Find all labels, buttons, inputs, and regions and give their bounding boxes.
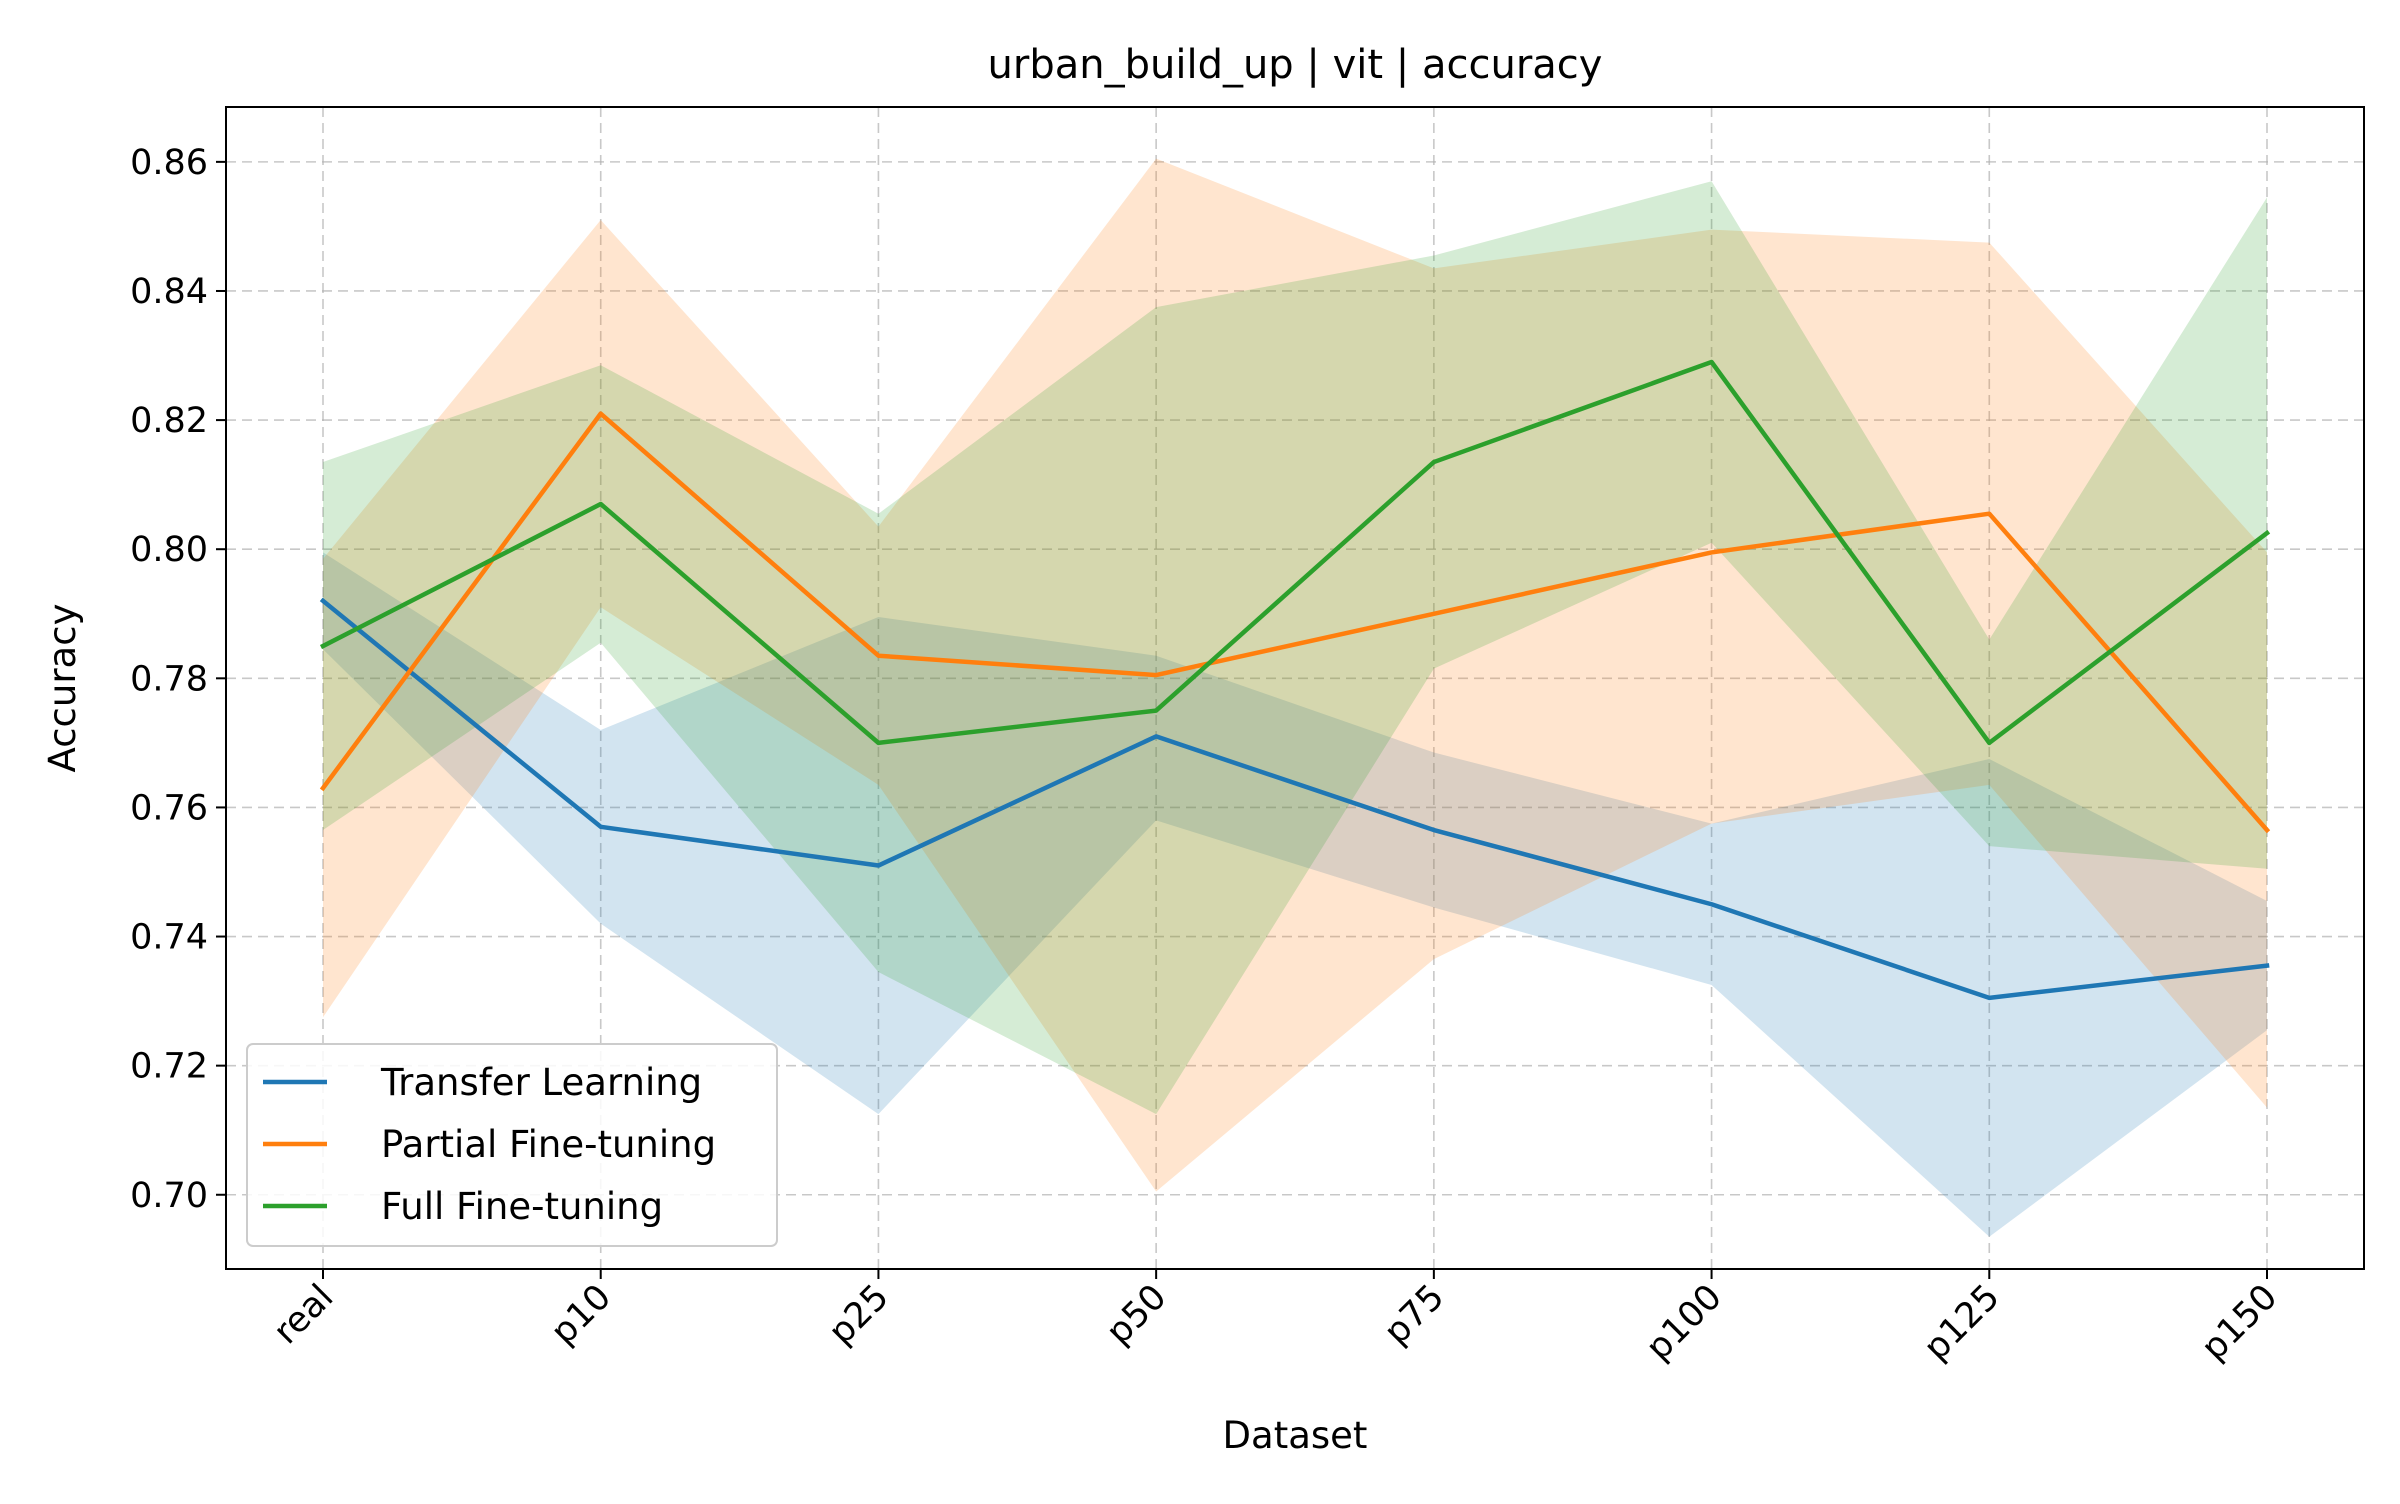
series-lines: [319, 359, 2271, 1001]
y-tick-label: 0.80: [130, 530, 208, 570]
x-axis-label: Dataset: [1223, 1414, 1368, 1457]
legend: Transfer Learning Partial Fine-tuning Full…: [246, 1043, 778, 1247]
confidence-band-2: [323, 158, 2267, 1192]
y-tick-label: 0.84: [130, 272, 208, 312]
y-tick-label: 0.74: [130, 918, 208, 958]
confidence-bands: [323, 158, 2267, 1237]
confidence-band-1: [323, 552, 2267, 1237]
y-tick-label: 0.78: [130, 659, 208, 699]
y-axis-label: Accuracy: [41, 604, 84, 773]
y-tick-label: 0.82: [130, 401, 208, 441]
series-line-1: [319, 597, 2270, 1001]
legend-label-2: Partial Fine-tuning: [381, 1123, 716, 1166]
confidence-band-3: [323, 181, 2267, 1115]
series-line-2: [319, 411, 2271, 834]
y-tick-label: 0.76: [130, 788, 208, 828]
y-tick-label: 0.72: [130, 1047, 208, 1087]
y-tick-label: 0.86: [130, 143, 208, 183]
legend-label-3: Full Fine-tuning: [381, 1185, 663, 1228]
y-tick-label: 0.70: [130, 1176, 208, 1216]
plot-frame: [225, 106, 2365, 1270]
legend-box: [246, 1043, 778, 1247]
legend-label-1: Transfer Learning: [380, 1061, 702, 1104]
series-line-3: [319, 359, 2271, 746]
chart-title: urban_build_up | vit | accuracy: [988, 42, 1603, 88]
